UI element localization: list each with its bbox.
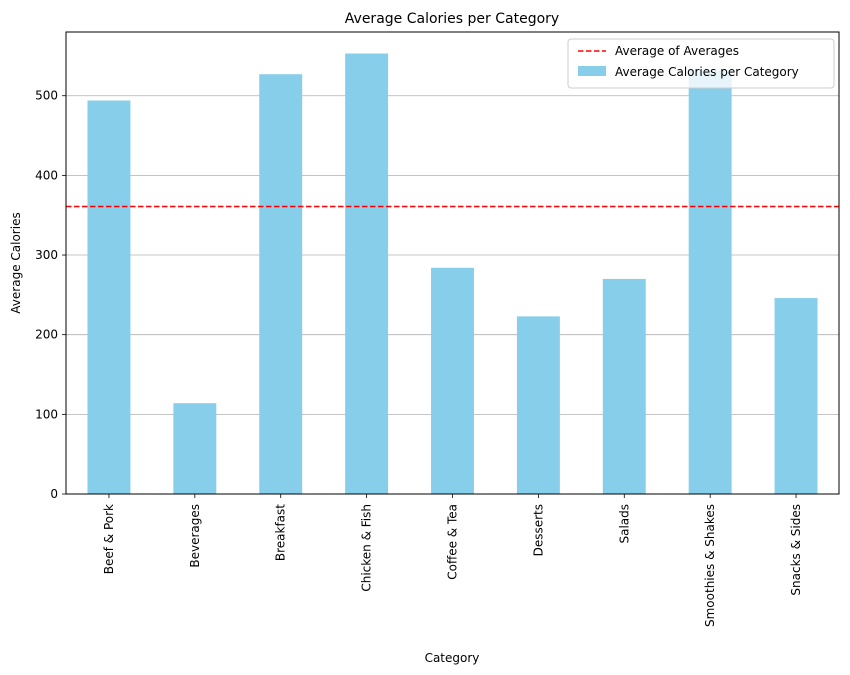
y-tick-label: 200 [35,328,58,342]
legend-label-reference: Average of Averages [615,44,739,58]
legend: Average of Averages Average Calories per… [567,38,835,89]
x-tick-label: Desserts [531,504,545,556]
bar [259,74,303,495]
y-axis-label: Average Calories [9,212,23,313]
y-axis-ticks: 0 100 200 300 400 500 [35,89,66,501]
x-tick-label: Chicken & Fish [360,504,374,592]
bar [345,53,389,494]
bar [688,70,732,494]
y-tick-label: 100 [35,407,58,421]
bar [516,316,560,494]
x-tick-label: Smoothies & Shakes [703,504,717,627]
x-tick-label: Breakfast [274,504,288,561]
y-tick-label: 500 [35,89,58,103]
bar [774,298,818,494]
legend-label-series: Average Calories per Category [615,65,799,79]
bar [431,267,474,494]
x-axis-ticks: Beef & Pork Beverages Breakfast Chicken & F… [102,494,803,627]
legend-bar-swatch [578,66,606,76]
x-axis-label: Category [425,651,480,665]
chart-title: Average Calories per Category [345,11,559,27]
y-tick-label: 0 [50,487,58,501]
legend-box [567,38,835,89]
bar [602,278,646,494]
bar [87,100,131,494]
x-tick-label: Beverages [188,504,202,568]
bar [173,403,217,494]
y-tick-label: 300 [35,248,58,262]
x-tick-label: Beef & Pork [102,504,116,574]
bars [87,53,818,495]
x-tick-label: Coffee & Tea [446,504,460,580]
y-tick-label: 400 [35,168,58,182]
x-tick-label: Salads [617,504,631,544]
x-tick-label: Snacks & Sides [789,504,803,596]
